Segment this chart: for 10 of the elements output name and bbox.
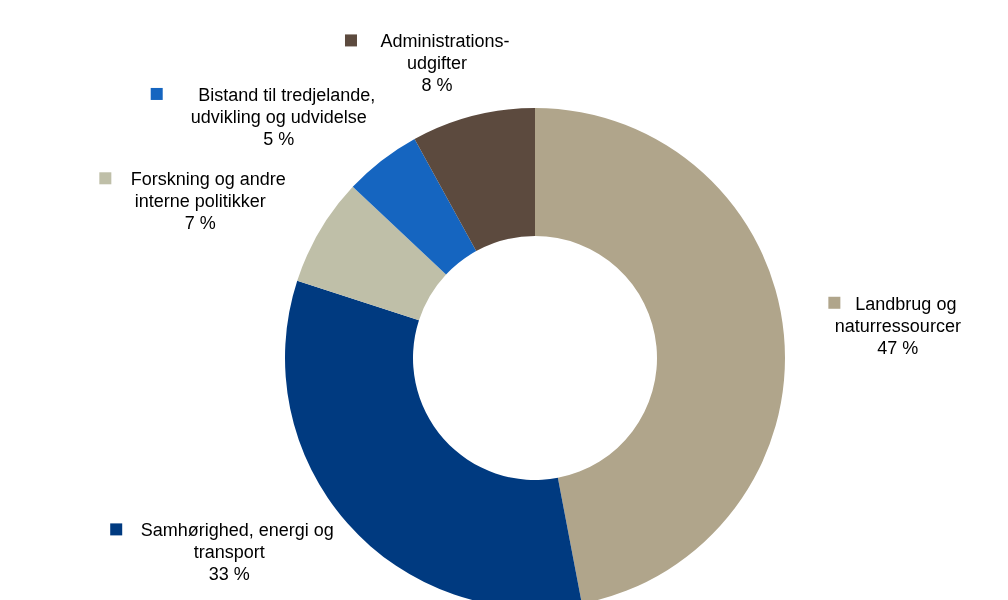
data-label: 47 %	[877, 337, 919, 358]
data-label: 5 %	[263, 128, 295, 149]
data-label: 7 %	[184, 213, 216, 234]
legend-label: Bistand til tredjelande, udvikling og udvidelse	[190, 84, 376, 127]
legend-label: Forskning og andre interne politikker	[130, 169, 286, 212]
data-label: 8 %	[421, 75, 453, 96]
legend-label: Samhørighed, energi og transport	[140, 520, 334, 563]
data-label: 33 %	[208, 564, 250, 585]
legend-label: Landbrug og naturressourcer	[834, 293, 961, 336]
legend-label: Administrations- udgifter	[380, 31, 510, 74]
